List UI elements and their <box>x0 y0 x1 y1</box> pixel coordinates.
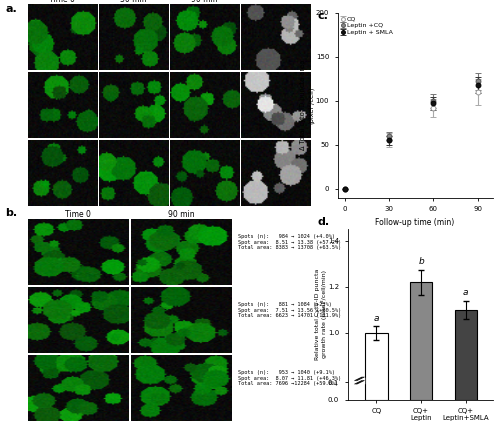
Text: d.: d. <box>318 217 330 227</box>
Title: Time 0: Time 0 <box>65 210 91 219</box>
Bar <box>366 333 388 400</box>
X-axis label: Follow-up time (min): Follow-up time (min) <box>376 218 454 227</box>
Text: b: b <box>418 257 424 266</box>
Text: b.: b. <box>5 208 17 218</box>
Bar <box>454 310 477 400</box>
Text: a: a <box>374 314 379 323</box>
Text: a.: a. <box>5 4 17 14</box>
Bar <box>410 282 432 399</box>
Title: 90 min: 90 min <box>168 210 195 219</box>
Text: Spots (n):   984 → 1024 (+4.0%)
Spot area:  8.51 → 13.38 (+57.2%)
Total area: 83: Spots (n): 984 → 1024 (+4.0%) Spot area:… <box>238 234 341 250</box>
Text: Spots (n):   881 → 1084 (+23%)
Spot area:  7.51 → 13.56 (+80.5%)
Total area: 662: Spots (n): 881 → 1084 (+23%) Spot area: … <box>238 302 341 318</box>
Title: 30 min: 30 min <box>120 0 146 4</box>
Text: c.: c. <box>318 11 328 21</box>
Y-axis label: Δ Total cyto-ID puncta area
(pixel²/cell): Δ Total cyto-ID puncta area (pixel²/cell… <box>300 60 314 150</box>
Title: 90 min: 90 min <box>191 0 218 4</box>
Title: Time 0: Time 0 <box>49 0 75 4</box>
Text: a: a <box>463 288 468 297</box>
Bar <box>356 380 486 382</box>
Y-axis label: Relative total Cyto-ID puncta
growth rate (pixel²/cell/min): Relative total Cyto-ID puncta growth rat… <box>314 269 326 360</box>
Text: Spots (n):   953 → 1040 (+9.1%)
Spot area:  8.07 → 11.81 (+46.3%)
Total area: 76: Spots (n): 953 → 1040 (+9.1%) Spot area:… <box>238 370 341 386</box>
Legend: CQ, Leptin +CQ, Leptin + SMLA: CQ, Leptin +CQ, Leptin + SMLA <box>340 16 394 36</box>
